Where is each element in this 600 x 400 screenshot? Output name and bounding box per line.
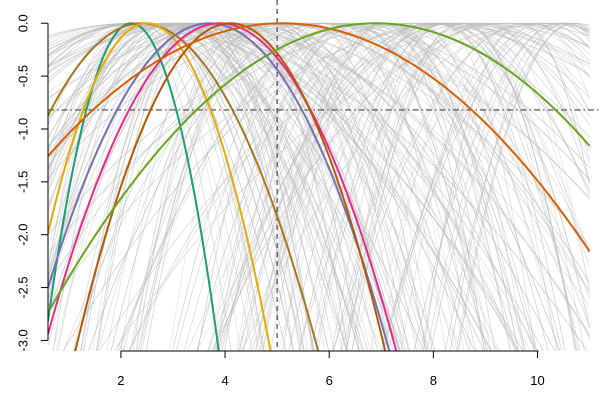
x-tick-label: 2 xyxy=(117,373,124,388)
background-curve xyxy=(183,22,527,351)
y-tick-label: -0.5 xyxy=(15,65,30,87)
axes: 2 4 6 8 10 0.0 -0.5 -1.0 -1.5 -2.0 -2.5 -3.0 xyxy=(15,14,544,388)
background-curve xyxy=(48,22,517,351)
y-tick-label: -1.0 xyxy=(15,118,30,140)
background-curve xyxy=(136,22,349,351)
background-curve xyxy=(388,22,590,351)
background-curve xyxy=(413,22,590,351)
background-curve xyxy=(197,22,427,351)
background-curve xyxy=(457,22,590,351)
background-curve xyxy=(340,22,590,351)
background-curve xyxy=(48,22,344,351)
background-curve xyxy=(238,22,590,351)
y-tick-label: -2.5 xyxy=(15,276,30,298)
background-curve xyxy=(48,22,590,249)
background-curve xyxy=(400,22,590,351)
background-curve xyxy=(48,22,590,293)
background-curve xyxy=(128,22,590,351)
highlight-curve-6 xyxy=(74,22,387,351)
background-curve xyxy=(48,22,590,199)
background-curve xyxy=(48,22,348,351)
background-curve xyxy=(48,22,371,351)
background-curve xyxy=(196,22,590,351)
background-curve xyxy=(48,22,590,246)
background-curve xyxy=(48,22,590,292)
background-curve xyxy=(311,22,526,351)
background-curve xyxy=(309,22,590,351)
x-tick-label: 8 xyxy=(430,373,437,388)
y-tick-label: -2.0 xyxy=(15,224,30,246)
background-curve xyxy=(48,22,395,351)
background-curve xyxy=(48,22,590,236)
background-curves xyxy=(48,22,590,351)
background-curve xyxy=(48,22,531,351)
highlight-curves xyxy=(48,22,591,351)
background-curve xyxy=(48,22,499,351)
background-curve xyxy=(63,22,590,351)
background-curve xyxy=(132,22,349,351)
highlight-curve-7 xyxy=(48,22,591,252)
y-tick-label: -3.0 xyxy=(15,329,30,351)
background-curve xyxy=(48,22,379,351)
background-curve xyxy=(135,22,360,351)
background-curve xyxy=(236,22,458,351)
highlight-curve-2 xyxy=(48,22,320,351)
background-curve xyxy=(48,22,590,306)
highlight-curve-8 xyxy=(48,22,591,314)
background-curve xyxy=(186,22,590,351)
background-curve xyxy=(48,22,253,351)
background-curve xyxy=(62,22,590,351)
x-tick-label: 10 xyxy=(530,373,544,388)
x-tick-label: 4 xyxy=(221,373,228,388)
background-curve xyxy=(423,22,590,351)
background-curve xyxy=(48,22,590,307)
y-tick-label: 0.0 xyxy=(15,14,30,32)
background-curve xyxy=(248,22,590,351)
x-tick-label: 6 xyxy=(326,373,333,388)
background-curve xyxy=(48,22,590,285)
y-tick-label: -1.5 xyxy=(15,171,30,193)
background-curve xyxy=(214,22,590,351)
background-curve xyxy=(351,22,590,351)
background-curve xyxy=(48,22,366,351)
background-curve xyxy=(370,22,590,351)
background-curve xyxy=(297,22,590,351)
background-curve xyxy=(212,22,590,351)
highlight-curve-3 xyxy=(48,22,272,351)
background-curve xyxy=(381,22,590,351)
